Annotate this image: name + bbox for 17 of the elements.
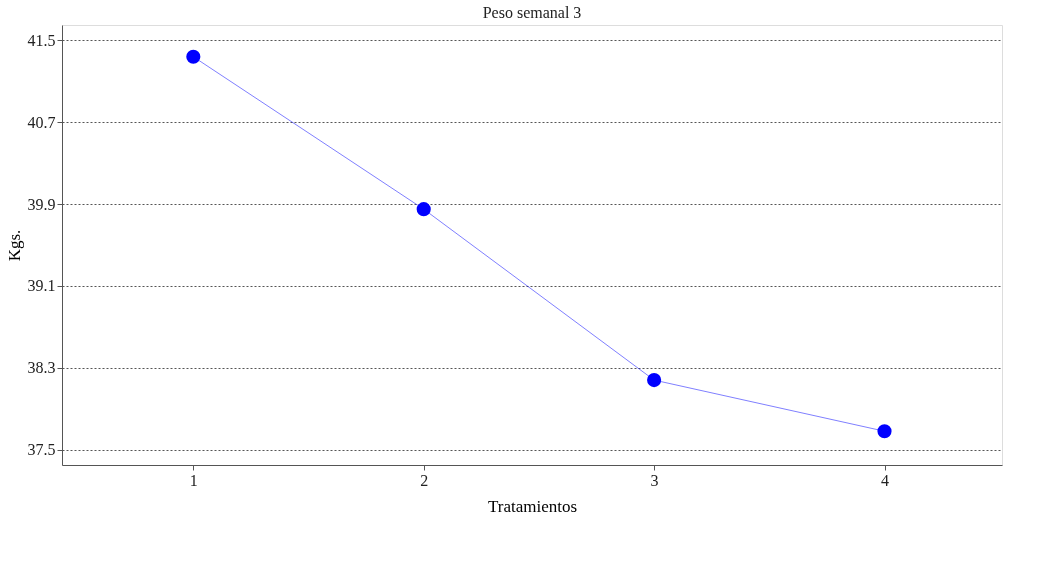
chart-title: Peso semanal 3	[482, 4, 582, 21]
y-tick-label: 40.7	[27, 113, 56, 131]
point	[647, 373, 662, 388]
point	[416, 202, 431, 217]
x-tick-label: 3	[650, 471, 659, 489]
x-tick-label: 4	[881, 471, 889, 489]
y-tick-label: 39.1	[27, 277, 56, 295]
point	[186, 49, 201, 64]
x-axis-title: Tratamientos	[487, 496, 578, 516]
x-tick-label: 1	[189, 471, 198, 489]
point	[877, 424, 892, 439]
y-tick-label: 38.3	[27, 359, 56, 377]
y-tick-label: 39.9	[27, 195, 56, 213]
y-tick-label: 37.5	[27, 441, 56, 459]
y-tick-label: 41.5	[27, 31, 56, 49]
y-axis-title: Kgs.	[4, 229, 24, 262]
x-tick-label: 2	[420, 471, 429, 489]
